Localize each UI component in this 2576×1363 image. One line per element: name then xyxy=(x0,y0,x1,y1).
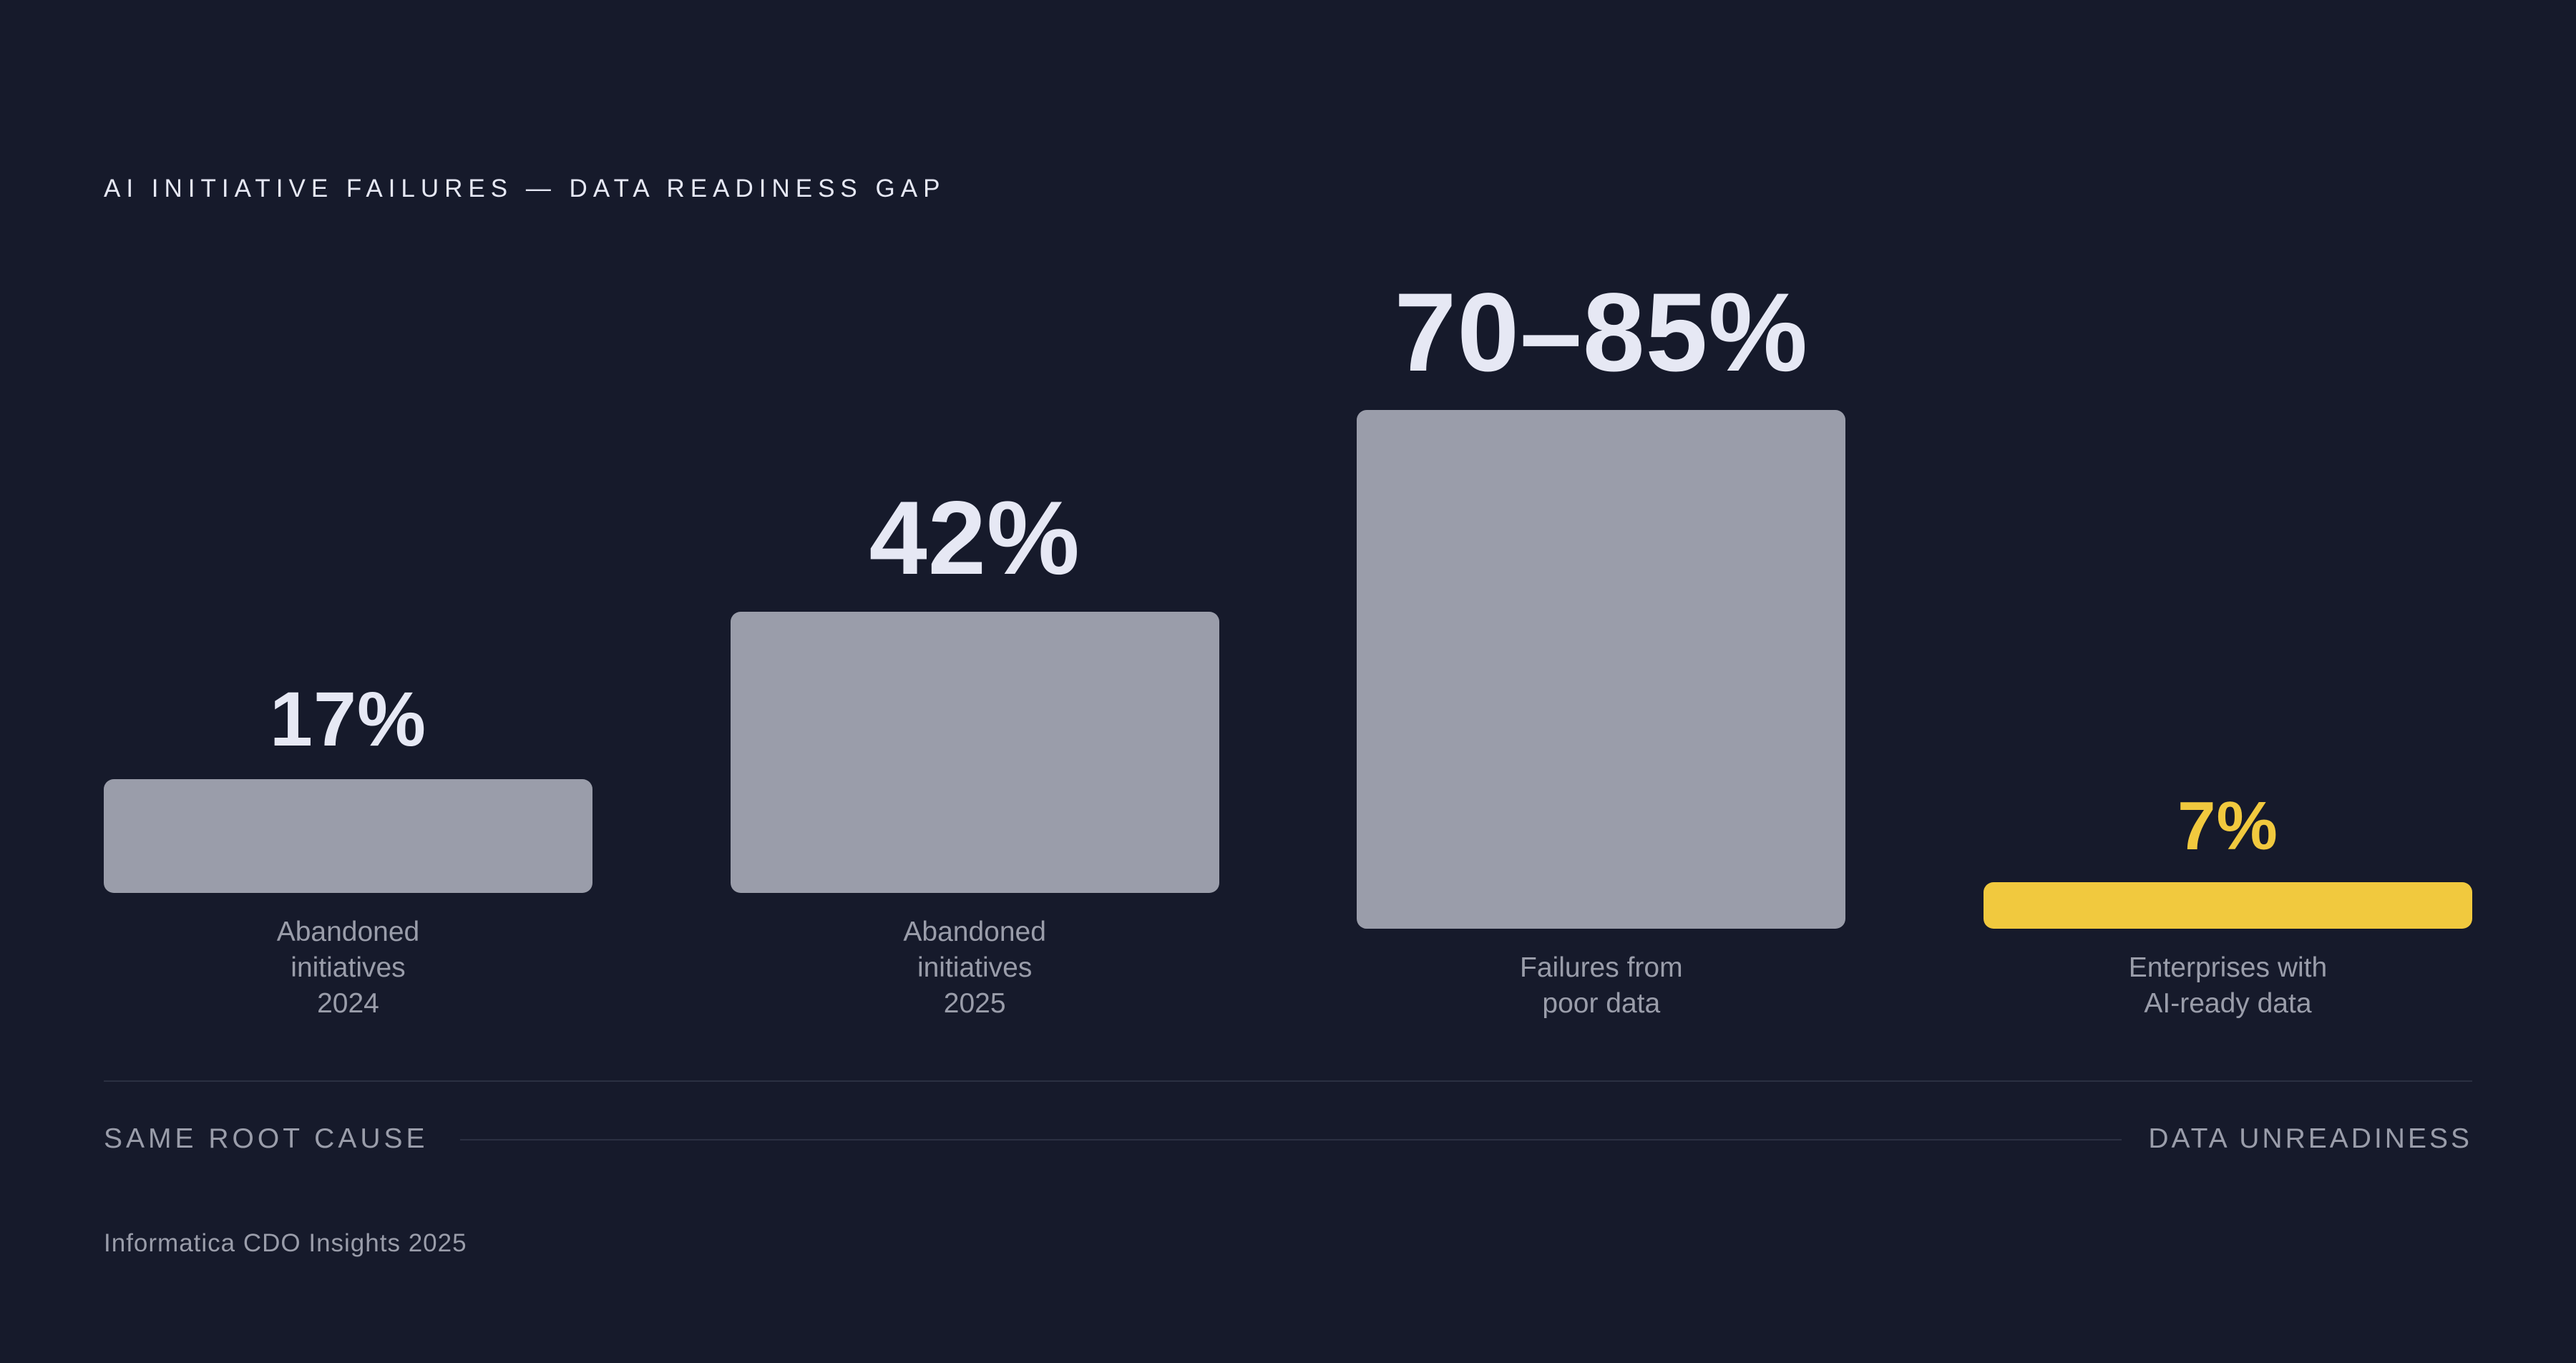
bar-column: 7% Enterprises with AI-ready data xyxy=(1983,787,2472,1022)
divider xyxy=(104,1080,2472,1082)
chart-title: AI INITIATIVE FAILURES — DATA READINESS … xyxy=(104,175,946,202)
footer-right: DATA UNREADINESS xyxy=(2148,1123,2472,1154)
value-label: 7% xyxy=(2177,787,2278,864)
source: Informatica CDO Insights 2025 xyxy=(104,1229,467,1257)
bar xyxy=(1983,881,2472,929)
bar-column: 70–85% Failures from poor data xyxy=(1357,270,1846,1022)
value-label: 70–85% xyxy=(1394,270,1809,396)
value-label: 42% xyxy=(869,479,1080,597)
bar xyxy=(1357,410,1846,929)
bar xyxy=(730,612,1219,893)
footer-line xyxy=(460,1139,2122,1140)
category-label: Abandoned initiatives 2024 xyxy=(276,917,420,1019)
category-label: Abandoned initiatives 2025 xyxy=(903,917,1046,1019)
footer-left: SAME ROOT CAUSE xyxy=(104,1123,429,1154)
category-label: Failures from poor data xyxy=(1520,952,1683,1019)
bar-column: 17% Abandoned initiatives 2024 xyxy=(104,680,592,1022)
plot-area: 17% Abandoned initiatives 2024 42% Abandone… xyxy=(104,215,2472,1022)
bar-column: 42% Abandoned initiatives 2025 xyxy=(730,479,1219,1022)
bar xyxy=(104,779,592,893)
category-label: Enterprises with AI-ready data xyxy=(2128,952,2328,1019)
value-label: 17% xyxy=(269,675,427,763)
